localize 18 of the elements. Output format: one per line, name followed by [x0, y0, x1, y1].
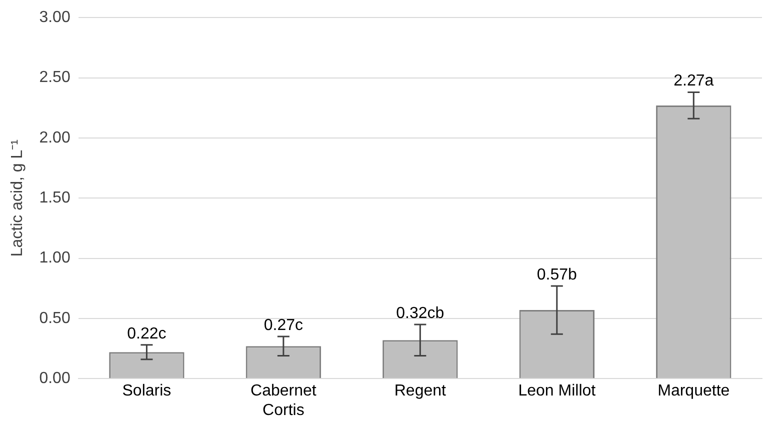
x-tick-label: Marquette — [658, 382, 730, 400]
x-tick-label: Leon Millot — [518, 382, 596, 400]
y-tick-label: 3.00 — [39, 9, 70, 26]
data-label: 0.32cb — [396, 304, 444, 322]
y-tick-label: 0.00 — [39, 370, 70, 388]
x-tick-label: Solaris — [122, 382, 172, 400]
data-label: 2.27a — [674, 72, 714, 90]
y-axis-title: Lactic acid, g L⁻¹ — [9, 140, 26, 257]
x-tick-label: Cabernet Cortis — [250, 382, 317, 419]
data-label: 0.22c — [127, 325, 166, 342]
y-tick-label: 1.00 — [39, 250, 70, 267]
y-tick-label: 2.00 — [39, 129, 70, 146]
data-label: 0.27c — [264, 316, 304, 334]
y-tick-label: 0.50 — [39, 310, 70, 327]
data-label: 0.57b — [536, 266, 578, 284]
x-tick-label: Regent — [394, 382, 447, 400]
y-tick-label: 2.50 — [39, 69, 70, 86]
y-tick-label: 1.50 — [39, 190, 70, 207]
